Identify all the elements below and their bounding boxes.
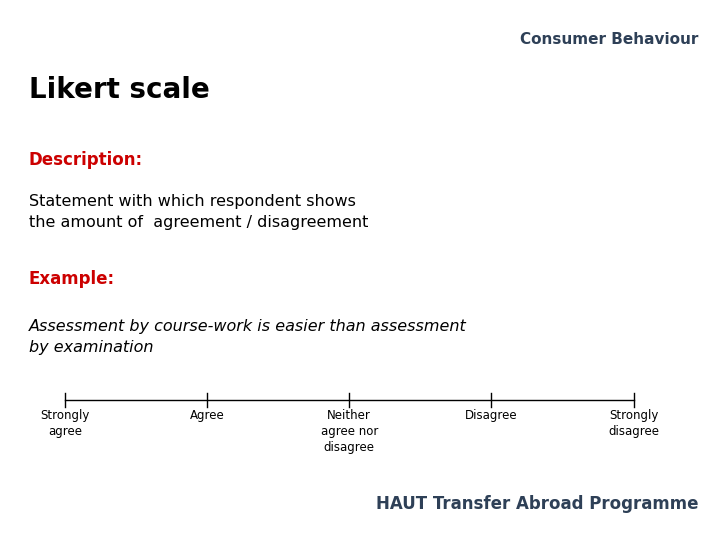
Text: Disagree: Disagree bbox=[465, 409, 518, 422]
Text: Consumer Behaviour: Consumer Behaviour bbox=[520, 32, 698, 48]
Text: Statement with which respondent shows
the amount of  agreement / disagreement: Statement with which respondent shows th… bbox=[29, 194, 368, 231]
Text: Strongly
disagree: Strongly disagree bbox=[608, 409, 659, 438]
Text: Likert scale: Likert scale bbox=[29, 76, 210, 104]
Text: Strongly
agree: Strongly agree bbox=[40, 409, 89, 438]
Text: Example:: Example: bbox=[29, 270, 115, 288]
Text: Neither
agree nor
disagree: Neither agree nor disagree bbox=[320, 409, 378, 454]
Text: HAUT Transfer Abroad Programme: HAUT Transfer Abroad Programme bbox=[376, 495, 698, 513]
Text: Agree: Agree bbox=[189, 409, 225, 422]
Text: Description:: Description: bbox=[29, 151, 143, 169]
Text: Assessment by course-work is easier than assessment
by examination: Assessment by course-work is easier than… bbox=[29, 319, 467, 355]
